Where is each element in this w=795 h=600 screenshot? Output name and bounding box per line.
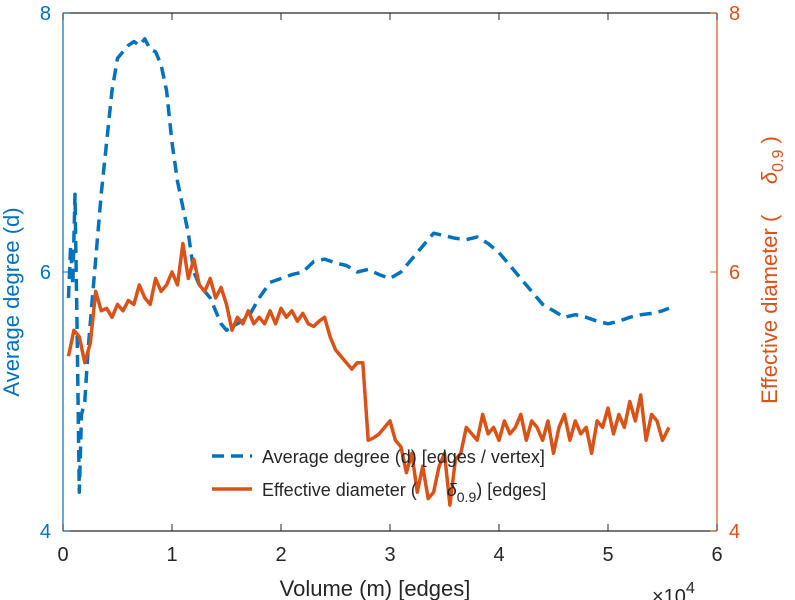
left-y-tick-label: 4 [40,521,51,543]
left-y-tick-label: 6 [40,262,51,284]
right-y-tick-label: 4 [729,521,740,543]
x-tick-label: 1 [166,544,177,566]
right-y-axis-label: Effective diameter ( δ0.9 ) [757,136,787,404]
series-line-effective-diameter [66,241,671,507]
x-tick-label: 3 [384,544,395,566]
x-tick-label: 0 [57,544,68,566]
series-line-average-degree [66,37,670,494]
left-y-axis-label: Average degree (d) [0,207,24,396]
right-y-tick-label: 6 [729,262,740,284]
left-y-tick-label: 8 [40,3,51,25]
right-y-tick-label: 8 [729,3,740,25]
legend: Average degree (d) [edges / vertex] Effec… [212,447,546,505]
legend-label-effective-diameter: Effective diameter ( δ0.9) [edges] [262,480,546,505]
x-tick-label: 4 [493,544,504,566]
x-exponent-label: ×104 [652,580,695,600]
x-tick-label: 5 [602,544,613,566]
x-axis-label: Volume (m) [edges] [280,576,471,600]
x-tick-label: 6 [711,544,722,566]
legend-label-average-degree: Average degree (d) [edges / vertex] [262,447,545,467]
x-tick-label: 2 [275,544,286,566]
